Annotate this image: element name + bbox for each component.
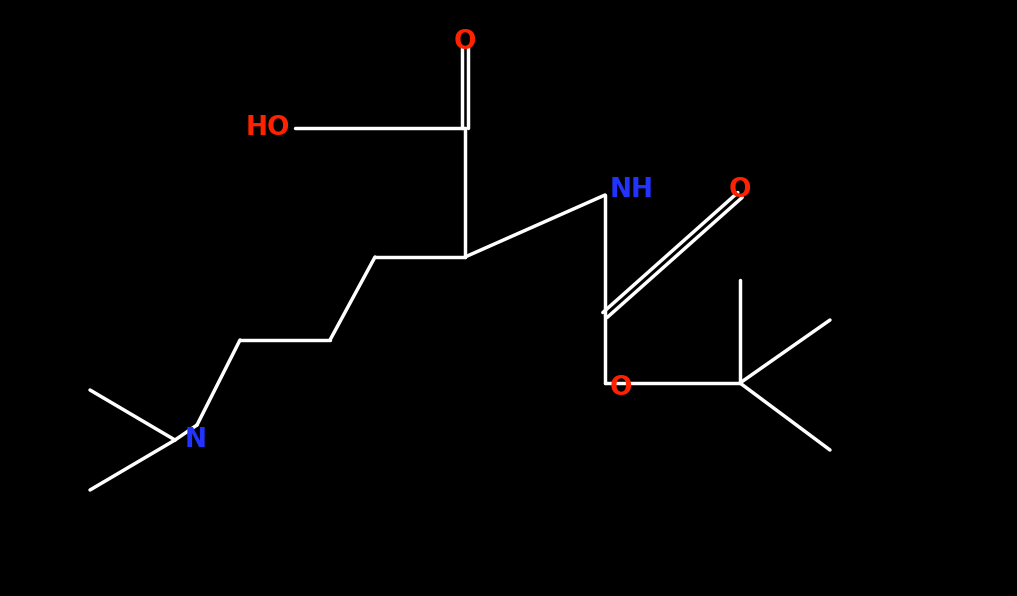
Text: O: O [729, 177, 752, 203]
Text: O: O [610, 375, 633, 401]
Text: N: N [185, 427, 207, 453]
Text: O: O [454, 29, 476, 55]
Text: HO: HO [245, 115, 290, 141]
Text: NH: NH [610, 177, 654, 203]
